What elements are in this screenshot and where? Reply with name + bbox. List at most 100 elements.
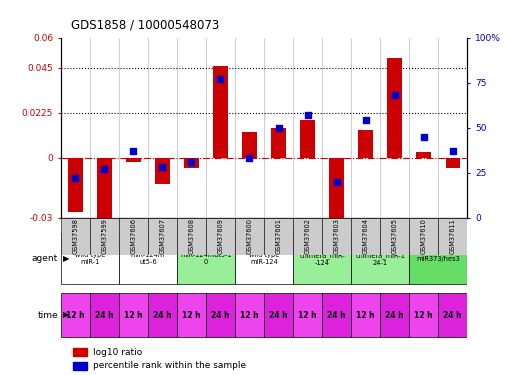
FancyBboxPatch shape: [293, 293, 322, 337]
FancyBboxPatch shape: [351, 293, 380, 337]
FancyBboxPatch shape: [206, 293, 235, 337]
Text: 24 h: 24 h: [327, 310, 346, 320]
Text: 12 h: 12 h: [240, 310, 259, 320]
Point: [361, 117, 370, 123]
FancyBboxPatch shape: [177, 233, 235, 285]
Text: GSM37602: GSM37602: [305, 218, 310, 254]
Bar: [446, 158, 460, 168]
FancyBboxPatch shape: [119, 217, 148, 255]
Text: GSM37610: GSM37610: [421, 218, 427, 254]
Text: GSM37611: GSM37611: [450, 218, 456, 254]
Point: [275, 124, 283, 130]
Text: miR-124mut9-1
0: miR-124mut9-1 0: [180, 252, 232, 265]
FancyBboxPatch shape: [380, 217, 409, 255]
Text: log10 ratio: log10 ratio: [93, 348, 143, 357]
Point: [129, 148, 138, 154]
Text: GSM37607: GSM37607: [159, 218, 165, 254]
Text: 24 h: 24 h: [385, 310, 404, 320]
FancyBboxPatch shape: [61, 233, 119, 285]
Text: 12 h: 12 h: [298, 310, 317, 320]
Text: 24 h: 24 h: [153, 310, 172, 320]
Text: agent: agent: [32, 254, 58, 263]
FancyBboxPatch shape: [177, 217, 206, 255]
Text: GSM37600: GSM37600: [247, 218, 252, 254]
Bar: [184, 158, 199, 168]
FancyBboxPatch shape: [119, 293, 148, 337]
Text: 24 h: 24 h: [211, 310, 230, 320]
Text: ▶: ▶: [63, 310, 70, 320]
Bar: [73, 362, 87, 370]
Text: GSM37598: GSM37598: [72, 218, 78, 254]
Point: [333, 178, 341, 184]
FancyBboxPatch shape: [380, 293, 409, 337]
Point: [187, 159, 196, 165]
Bar: [388, 57, 402, 158]
FancyBboxPatch shape: [351, 217, 380, 255]
Text: 12 h: 12 h: [356, 310, 375, 320]
Bar: [155, 158, 169, 183]
Bar: [213, 66, 228, 158]
Bar: [417, 152, 431, 157]
Text: 12 h: 12 h: [414, 310, 433, 320]
FancyBboxPatch shape: [148, 293, 177, 337]
Point: [158, 164, 167, 170]
Text: 12 h: 12 h: [182, 310, 201, 320]
Text: miR-124m
ut5-6: miR-124m ut5-6: [131, 252, 165, 265]
Text: chimera_miR-
-124: chimera_miR- -124: [299, 252, 345, 266]
FancyBboxPatch shape: [351, 233, 409, 285]
FancyBboxPatch shape: [293, 233, 351, 285]
Point: [391, 92, 399, 98]
Text: 12 h: 12 h: [66, 310, 84, 320]
Bar: [271, 128, 286, 158]
Bar: [300, 120, 315, 158]
Text: 24 h: 24 h: [269, 310, 288, 320]
FancyBboxPatch shape: [90, 293, 119, 337]
Text: chimera_miR-1
24-1: chimera_miR-1 24-1: [355, 252, 405, 266]
Text: GSM37609: GSM37609: [218, 218, 223, 254]
FancyBboxPatch shape: [177, 293, 206, 337]
FancyBboxPatch shape: [264, 293, 293, 337]
Bar: [97, 158, 111, 224]
Point: [71, 175, 80, 181]
Point: [420, 134, 428, 140]
Text: ▶: ▶: [63, 254, 70, 263]
FancyBboxPatch shape: [61, 293, 90, 337]
Text: GSM37601: GSM37601: [276, 218, 281, 254]
Bar: [359, 129, 373, 158]
Bar: [329, 158, 344, 222]
Text: wild type
miR-1: wild type miR-1: [74, 252, 105, 265]
Text: GSM37603: GSM37603: [334, 218, 340, 254]
Bar: [68, 158, 82, 212]
FancyBboxPatch shape: [438, 293, 467, 337]
Text: 24 h: 24 h: [95, 310, 114, 320]
Text: miR373/hes3: miR373/hes3: [417, 256, 460, 262]
FancyBboxPatch shape: [409, 233, 467, 285]
Point: [216, 76, 225, 82]
FancyBboxPatch shape: [206, 217, 235, 255]
FancyBboxPatch shape: [148, 217, 177, 255]
Text: GSM37605: GSM37605: [392, 218, 398, 254]
Text: GSM37604: GSM37604: [363, 218, 369, 254]
FancyBboxPatch shape: [264, 217, 293, 255]
FancyBboxPatch shape: [235, 217, 264, 255]
Point: [449, 148, 457, 154]
Text: 12 h: 12 h: [124, 310, 143, 320]
Point: [303, 112, 312, 118]
Text: GSM37608: GSM37608: [188, 218, 194, 254]
FancyBboxPatch shape: [90, 217, 119, 255]
FancyBboxPatch shape: [409, 217, 438, 255]
Bar: [242, 132, 257, 158]
FancyBboxPatch shape: [61, 217, 90, 255]
Text: time: time: [37, 310, 58, 320]
Text: wild type
miR-124: wild type miR-124: [249, 252, 279, 265]
Text: GSM37606: GSM37606: [130, 218, 136, 254]
Text: 24 h: 24 h: [444, 310, 462, 320]
FancyBboxPatch shape: [438, 217, 467, 255]
Text: percentile rank within the sample: percentile rank within the sample: [93, 361, 247, 370]
FancyBboxPatch shape: [322, 217, 351, 255]
FancyBboxPatch shape: [409, 293, 438, 337]
FancyBboxPatch shape: [322, 293, 351, 337]
Point: [100, 166, 109, 172]
Bar: [73, 348, 87, 356]
Bar: [126, 158, 140, 162]
